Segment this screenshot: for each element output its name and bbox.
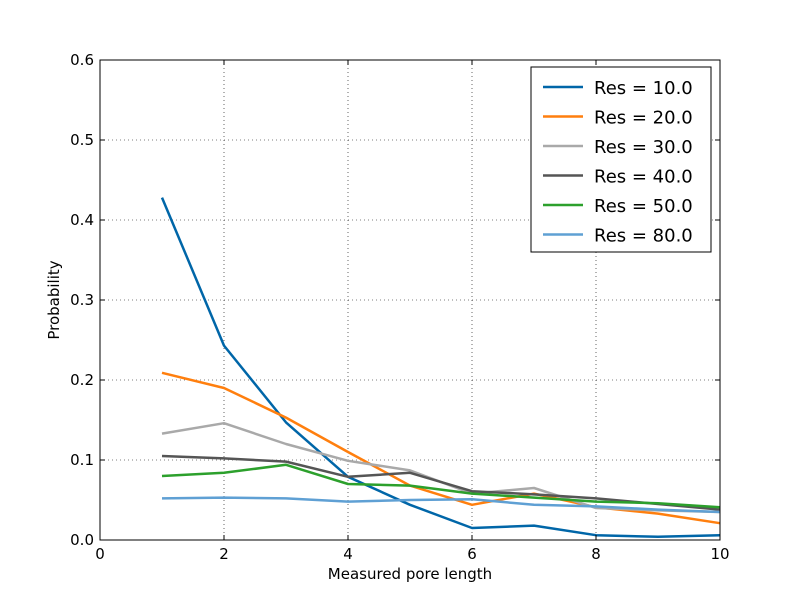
y-tick-label: 0.4	[70, 211, 94, 229]
y-tick-label: 0.0	[70, 531, 94, 549]
x-tick-label: 10	[710, 545, 729, 563]
x-tick-label: 2	[219, 545, 229, 563]
legend-label-3: Res = 30.0	[594, 137, 693, 158]
legend-label-5: Res = 50.0	[594, 196, 693, 217]
y-axis-label: Probability	[45, 260, 63, 339]
series-line-6	[161, 496, 721, 514]
legend-label-6: Res = 80.0	[594, 226, 693, 247]
series-line-1	[160, 197, 721, 539]
legend: Res = 10.0 Res = 20.0 Res = 30.0 Res = 40.0…	[530, 66, 712, 253]
y-tick-label: 0.2	[70, 371, 94, 389]
x-tick-label: 0	[95, 545, 105, 563]
y-tick-label: 0.5	[70, 131, 94, 149]
x-axis-label: Measured pore length	[328, 565, 492, 583]
x-tick-label: 4	[343, 545, 353, 563]
y-tick-label: 0.1	[70, 451, 94, 469]
x-tick-label: 6	[467, 545, 477, 563]
legend-label-2: Res = 20.0	[594, 108, 693, 129]
legend-label-4: Res = 40.0	[594, 167, 693, 188]
series-lines	[160, 197, 721, 539]
legend-box	[530, 66, 712, 253]
x-tick-label: 8	[591, 545, 601, 563]
y-tick-label: 0.3	[70, 291, 94, 309]
series-line-5	[161, 463, 721, 509]
y-tick-label: 0.6	[70, 51, 94, 69]
axis-ticks: 0 2 4 6 8 10 0.0 0.1 0.2 0.3 0.4 0.5 0.6	[70, 51, 729, 563]
legend-label-1: Res = 10.0	[594, 78, 693, 99]
